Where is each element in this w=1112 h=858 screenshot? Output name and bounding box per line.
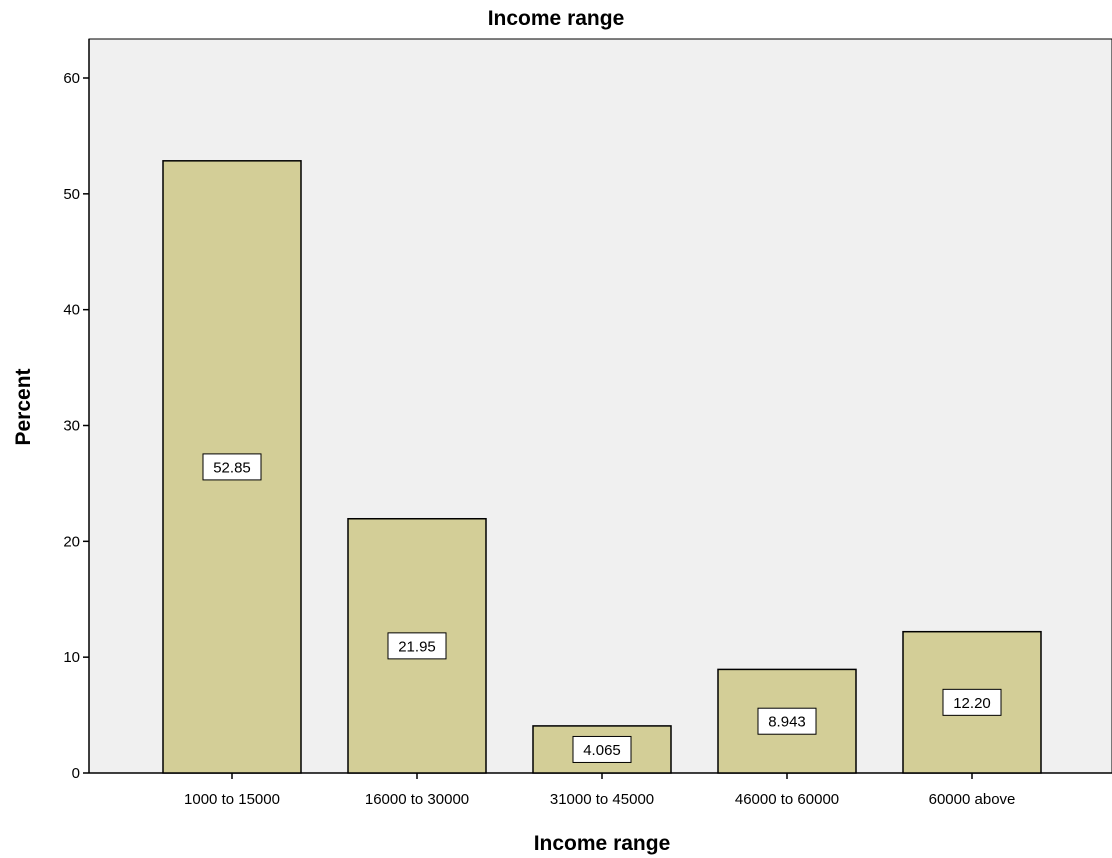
bars: 52.85 21.95 4.065 8.943 12.20	[162, 160, 1042, 774]
data-label-box	[387, 632, 447, 660]
y-tick-label: 50	[63, 186, 80, 203]
data-label: 21.95	[398, 638, 436, 655]
y-tick-label: 60	[63, 70, 80, 87]
data-label: 8.943	[768, 714, 806, 731]
x-axis-title: Income range	[534, 832, 671, 855]
x-tick-label: 16000 to 30000	[365, 791, 469, 808]
data-label-box	[202, 453, 262, 481]
data-label: 4.065	[583, 742, 621, 759]
x-axis: 1000 to 15000 16000 to 30000 31000 to 4500…	[89, 772, 1112, 808]
data-label-box	[757, 707, 817, 735]
data-label-box	[572, 735, 632, 763]
y-axis-title: Percent	[12, 368, 35, 445]
y-tick-label: 30	[63, 418, 80, 435]
chart-title: Income range	[488, 7, 625, 30]
y-tick-label: 20	[63, 533, 80, 550]
data-label: 12.20	[953, 695, 991, 712]
x-tick-label: 1000 to 15000	[184, 791, 280, 808]
data-label: 52.85	[213, 459, 251, 476]
y-tick-label: 40	[63, 302, 80, 319]
x-tick-label: 46000 to 60000	[735, 791, 839, 808]
x-tick-label: 60000 above	[929, 791, 1016, 808]
y-axis: 0 10 20 30 40 50 60	[63, 39, 90, 782]
x-tick-label: 31000 to 45000	[550, 791, 654, 808]
y-tick-label: 0	[72, 765, 80, 782]
y-tick-label: 10	[63, 649, 80, 666]
data-label-box	[942, 688, 1002, 716]
